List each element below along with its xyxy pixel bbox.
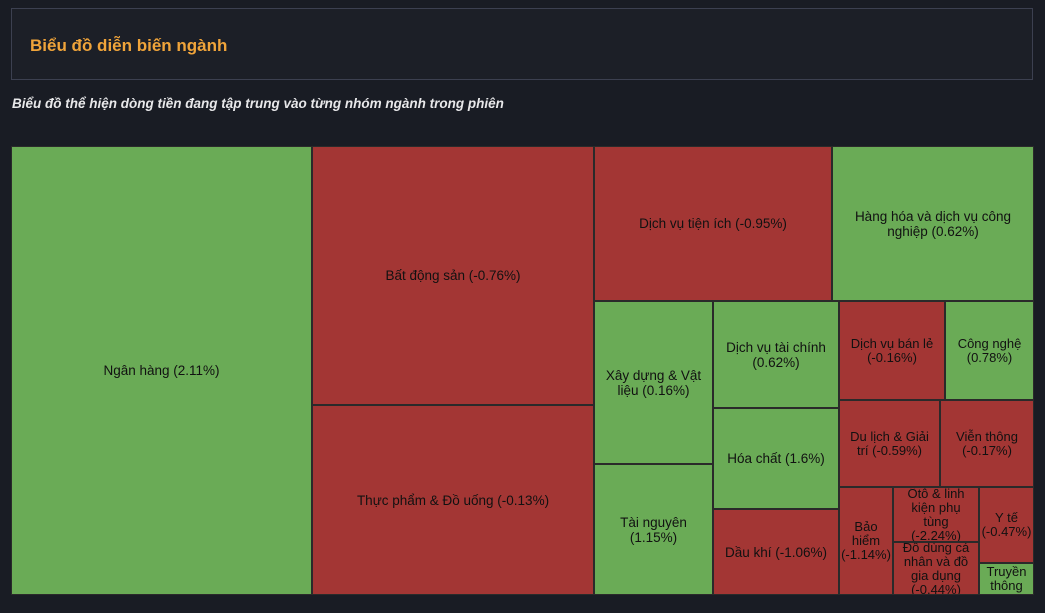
treemap-cell[interactable]: Tài nguyên (1.15%): [594, 464, 713, 595]
treemap-cell-label: Bất động sản (-0.76%): [385, 268, 521, 283]
panel-title: Biểu đồ diễn biến ngành: [30, 36, 228, 55]
treemap-cell[interactable]: Công nghệ (0.78%): [945, 301, 1034, 400]
treemap-cell[interactable]: Dịch vụ tiện ích (-0.95%): [594, 146, 832, 301]
treemap-cell[interactable]: Dịch vụ bán lẻ (-0.16%): [839, 301, 945, 400]
treemap-cell-label: Bảo hiểm (-1.14%): [841, 519, 891, 562]
treemap-cell-label: Y tế (-0.47%): [981, 510, 1032, 539]
treemap-cell-label: Ôtô & linh kiện phụ tùng (-2.24%): [907, 487, 965, 542]
treemap-cell-label: Dầu khí (-1.06%): [724, 544, 828, 560]
panel-header: Biểu đồ diễn biến ngành: [11, 8, 1033, 80]
treemap-cell-label: Dịch vụ tiện ích (-0.95%): [639, 216, 787, 231]
treemap-cell[interactable]: Ôtô & linh kiện phụ tùng (-2.24%): [893, 487, 979, 542]
treemap-cell[interactable]: Y tế (-0.47%): [979, 487, 1034, 563]
treemap-cell-label: Viễn thông (-0.17%): [956, 428, 1018, 458]
treemap-cell[interactable]: Hàng hóa và dịch vụ công nghiệp (0.62%): [832, 146, 1034, 301]
treemap-cell-label: Đồ dùng cá nhân và đồ gia dụng (-0.44%): [902, 542, 970, 595]
chart-subtitle: Biểu đồ thể hiện dòng tiền đang tập trun…: [12, 96, 504, 111]
treemap-cell-label: Xây dựng & Vật liệu (0.16%): [605, 367, 702, 398]
treemap-cell-label: Du lịch & Giải trí (-0.59%): [850, 428, 929, 458]
treemap-cell[interactable]: Hóa chất (1.6%): [713, 408, 839, 509]
sector-treemap: Ngân hàng (2.11%) Bất động sản (-0.76%) Th…: [11, 146, 1034, 595]
treemap-cell[interactable]: Ngân hàng (2.11%): [11, 146, 312, 595]
treemap-cell-label: Tài nguyên (1.15%): [620, 514, 687, 545]
treemap-cell[interactable]: Bảo hiểm (-1.14%): [839, 487, 893, 595]
treemap-cell[interactable]: Xây dựng & Vật liệu (0.16%): [594, 301, 713, 464]
treemap-cell[interactable]: Dầu khí (-1.06%): [713, 509, 839, 595]
treemap-cell[interactable]: Bất động sản (-0.76%): [312, 146, 594, 405]
treemap-cell-label: Hóa chất (1.6%): [727, 451, 825, 466]
treemap-cell[interactable]: Du lịch & Giải trí (-0.59%): [839, 400, 940, 487]
treemap-cell-label: Thực phẩm & Đồ uống (-0.13%): [356, 492, 550, 508]
treemap-cell-label: Hàng hóa và dịch vụ công nghiệp (0.62%): [854, 208, 1012, 239]
treemap-cell[interactable]: Dịch vụ tài chính (0.62%): [713, 301, 839, 408]
treemap-cell-label: Truyền thông: [986, 564, 1027, 593]
treemap-cell-label: Công nghệ (0.78%): [957, 335, 1022, 365]
treemap-cell-label: Ngân hàng (2.11%): [103, 363, 220, 378]
treemap-cell[interactable]: Truyền thông: [979, 563, 1034, 595]
treemap-cell[interactable]: Thực phẩm & Đồ uống (-0.13%): [312, 405, 594, 595]
treemap-cell-label: Dịch vụ bán lẻ (-0.16%): [850, 335, 934, 365]
treemap-cell-label: Dịch vụ tài chính (0.62%): [726, 339, 826, 370]
treemap-cell[interactable]: Đồ dùng cá nhân và đồ gia dụng (-0.44%): [893, 542, 979, 595]
treemap-cell[interactable]: Viễn thông (-0.17%): [940, 400, 1034, 487]
